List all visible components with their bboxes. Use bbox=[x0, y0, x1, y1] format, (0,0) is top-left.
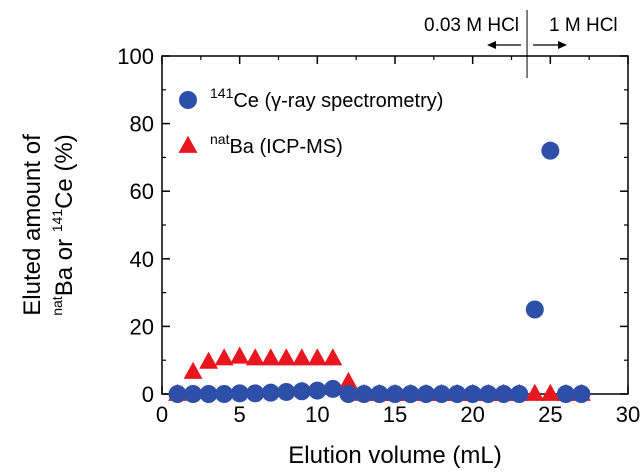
ba-data-point bbox=[199, 351, 219, 369]
y-title-sup-nat: nat bbox=[49, 296, 65, 316]
legend-ba-text: Ba (ICP-MS) bbox=[229, 136, 342, 158]
left-arrow-head bbox=[487, 41, 497, 49]
ce-data-point bbox=[448, 385, 467, 403]
y-tick-label: 60 bbox=[130, 179, 154, 204]
x-tick-label: 10 bbox=[305, 402, 329, 427]
ce-data-point bbox=[308, 381, 327, 400]
y-title-text-ce: Ce (%) bbox=[51, 134, 78, 209]
ce-data-point bbox=[510, 385, 529, 403]
ce-data-point bbox=[354, 385, 373, 403]
ce-data-point bbox=[386, 385, 404, 403]
x-axis-title: Elution volume (mL) bbox=[288, 442, 501, 469]
ce-data-point bbox=[184, 385, 203, 403]
ba-data-point bbox=[540, 383, 560, 401]
ce-data-point bbox=[370, 385, 389, 403]
ba-data-point bbox=[230, 346, 250, 364]
ce-data-point bbox=[323, 379, 342, 398]
legend-ba-sup: nat bbox=[210, 131, 230, 147]
ce-data-point bbox=[199, 385, 218, 403]
x-tick-label: 15 bbox=[383, 402, 407, 427]
ce-data-point bbox=[479, 385, 498, 403]
y-tick-label: 40 bbox=[130, 247, 154, 272]
ce-data-point bbox=[541, 141, 560, 160]
ce-data-point bbox=[417, 385, 436, 403]
legend-ba-marker bbox=[178, 135, 198, 153]
ce-data-point bbox=[168, 385, 187, 403]
right-arrow-head bbox=[558, 41, 568, 49]
y-tick-label: 80 bbox=[130, 112, 154, 137]
ba-data-point bbox=[323, 348, 343, 366]
ce-data-point bbox=[277, 382, 296, 401]
ba-data-point bbox=[276, 348, 296, 366]
legend: 141Ce (γ-ray spectrometry) natBa (ICP-MS… bbox=[178, 85, 443, 158]
ba-data-point bbox=[261, 348, 281, 366]
y-tick-label: 20 bbox=[130, 314, 154, 339]
legend-ce-marker bbox=[179, 91, 197, 109]
y-axis-title: Eluted amount of natBa or 141Ce (%) bbox=[19, 134, 78, 316]
legend-ce-sup: 141 bbox=[210, 85, 234, 101]
ce-data-point bbox=[292, 382, 311, 401]
legend-ce-text: Ce (γ-ray spectrometry) bbox=[233, 90, 443, 112]
y-axis-title-line2: natBa or 141Ce (%) bbox=[49, 134, 78, 316]
ba-data-point bbox=[307, 348, 327, 366]
ce-data-point bbox=[215, 385, 234, 403]
y-title-text-ba: Ba or bbox=[51, 232, 78, 296]
y-tick-label: 0 bbox=[142, 382, 154, 407]
ce-data-point bbox=[572, 385, 591, 403]
ba-data-point bbox=[245, 348, 265, 366]
ce-data-point bbox=[432, 385, 451, 403]
ba-data-point bbox=[183, 361, 203, 379]
legend-label-ba: natBa (ICP-MS) bbox=[210, 131, 343, 158]
x-tick-label: 30 bbox=[616, 402, 640, 427]
y-axis-title-line1: Eluted amount of bbox=[19, 134, 46, 316]
ce-data-point bbox=[556, 385, 575, 403]
ce-data-point bbox=[230, 384, 249, 403]
y-title-sup-141: 141 bbox=[49, 209, 65, 233]
annotation-left-label: 0.03 M HCl bbox=[424, 15, 519, 36]
ba-data-point bbox=[525, 383, 545, 401]
x-tick-label: 0 bbox=[156, 402, 168, 427]
ba-data-point bbox=[292, 348, 312, 366]
ce-data-point bbox=[494, 385, 513, 403]
ce-data-point bbox=[401, 385, 420, 403]
ba-data-point bbox=[338, 371, 358, 390]
x-tick-label: 20 bbox=[460, 402, 484, 427]
tick-labels: 0 5 10 15 20 25 30 0 20 40 60 80 100 bbox=[117, 44, 640, 427]
solvent-switch-annotation: 0.03 M HCl 1 M HCl bbox=[424, 10, 618, 78]
data-points bbox=[168, 141, 591, 403]
x-tick-label: 5 bbox=[234, 402, 246, 427]
ba-data-point bbox=[214, 348, 234, 366]
y-tick-label: 100 bbox=[117, 44, 154, 69]
x-tick-label: 25 bbox=[538, 402, 562, 427]
annotation-right-label: 1 M HCl bbox=[549, 15, 618, 36]
legend-label-ce: 141Ce (γ-ray spectrometry) bbox=[210, 85, 443, 112]
ce-data-point bbox=[246, 384, 265, 403]
ce-data-point bbox=[339, 385, 358, 403]
ce-data-point bbox=[261, 383, 280, 402]
ce-data-point bbox=[525, 300, 544, 319]
axis-ticks bbox=[161, 55, 629, 395]
ce-data-point bbox=[463, 385, 482, 403]
